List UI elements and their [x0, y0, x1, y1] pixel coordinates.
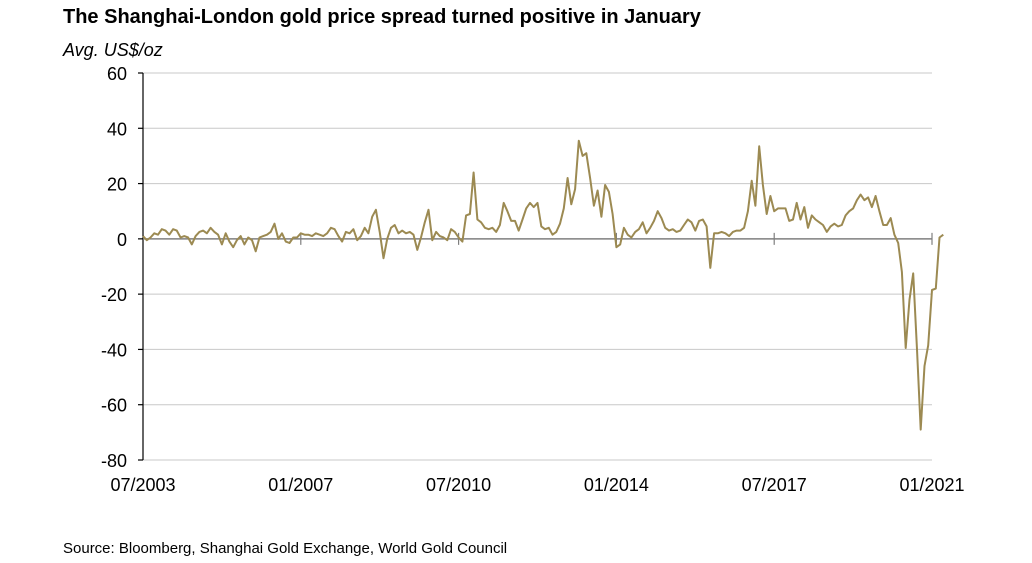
chart-title: The Shanghai-London gold price spread tu… [63, 6, 701, 28]
y-tick-label: 0 [117, 230, 127, 250]
x-tick-label: 01/2007 [268, 475, 333, 495]
source-note: Source: Bloomberg, Shanghai Gold Exchang… [63, 540, 508, 557]
y-axis-unit-label: Avg. US$/oz [63, 40, 163, 60]
x-tick-label: 07/2010 [426, 475, 491, 495]
y-tick-label: -20 [101, 285, 127, 305]
y-tick-label: 20 [107, 175, 127, 195]
y-tick-label: 60 [107, 64, 127, 84]
gridlines [143, 72, 932, 461]
x-tick-label: 07/2017 [742, 475, 807, 495]
y-tick-label: 40 [107, 119, 127, 139]
spread-series-line [142, 139, 944, 431]
x-tick-label: 01/2021 [899, 475, 964, 495]
x-tick-label: 07/2003 [110, 475, 175, 495]
x-axis-ticks: 07/2003 01/2007 07/2010 01/2014 07/2017 01/20… [110, 475, 964, 495]
y-tick-label: -80 [101, 451, 127, 471]
x-tick-label: 01/2014 [584, 475, 649, 495]
y-tick-label: -40 [101, 340, 127, 360]
y-tick-label: -60 [101, 396, 127, 416]
y-axis-ticks: 60 40 20 0 -20 -40 -60 -80 [101, 64, 143, 471]
